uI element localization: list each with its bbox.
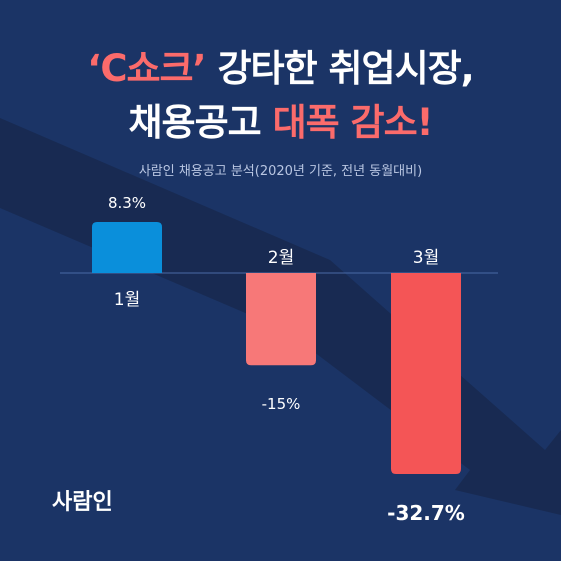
bar-1 [92, 221, 162, 273]
saramin-logo: 사람인 [52, 490, 113, 515]
title-accent-cshock: ‘C쇼크’ [87, 47, 206, 90]
title-line-1-text: 강타한 취업시장, [205, 47, 475, 90]
bar-2 [246, 273, 316, 366]
title-line-2: 채용공고 대폭 감소! [0, 101, 561, 145]
title-line-1: ‘C쇼크’ 강타한 취업시장, [0, 47, 561, 91]
bar-3 [391, 273, 461, 474]
value-label-3: -32.7% [387, 501, 465, 525]
title-line-2-text: 채용공고 [128, 101, 273, 144]
value-label-1: 8.3% [108, 194, 146, 212]
category-label-2: 2월 [268, 248, 294, 268]
category-label-3: 3월 [413, 248, 439, 268]
title-accent-decrease: 대폭 감소! [272, 101, 434, 144]
category-label-1: 1월 [114, 290, 140, 310]
value-label-2: -15% [262, 395, 301, 413]
chart-subtitle: 사람인 채용공고 분석(2020년 기준, 전년 동월대비) [138, 164, 423, 179]
